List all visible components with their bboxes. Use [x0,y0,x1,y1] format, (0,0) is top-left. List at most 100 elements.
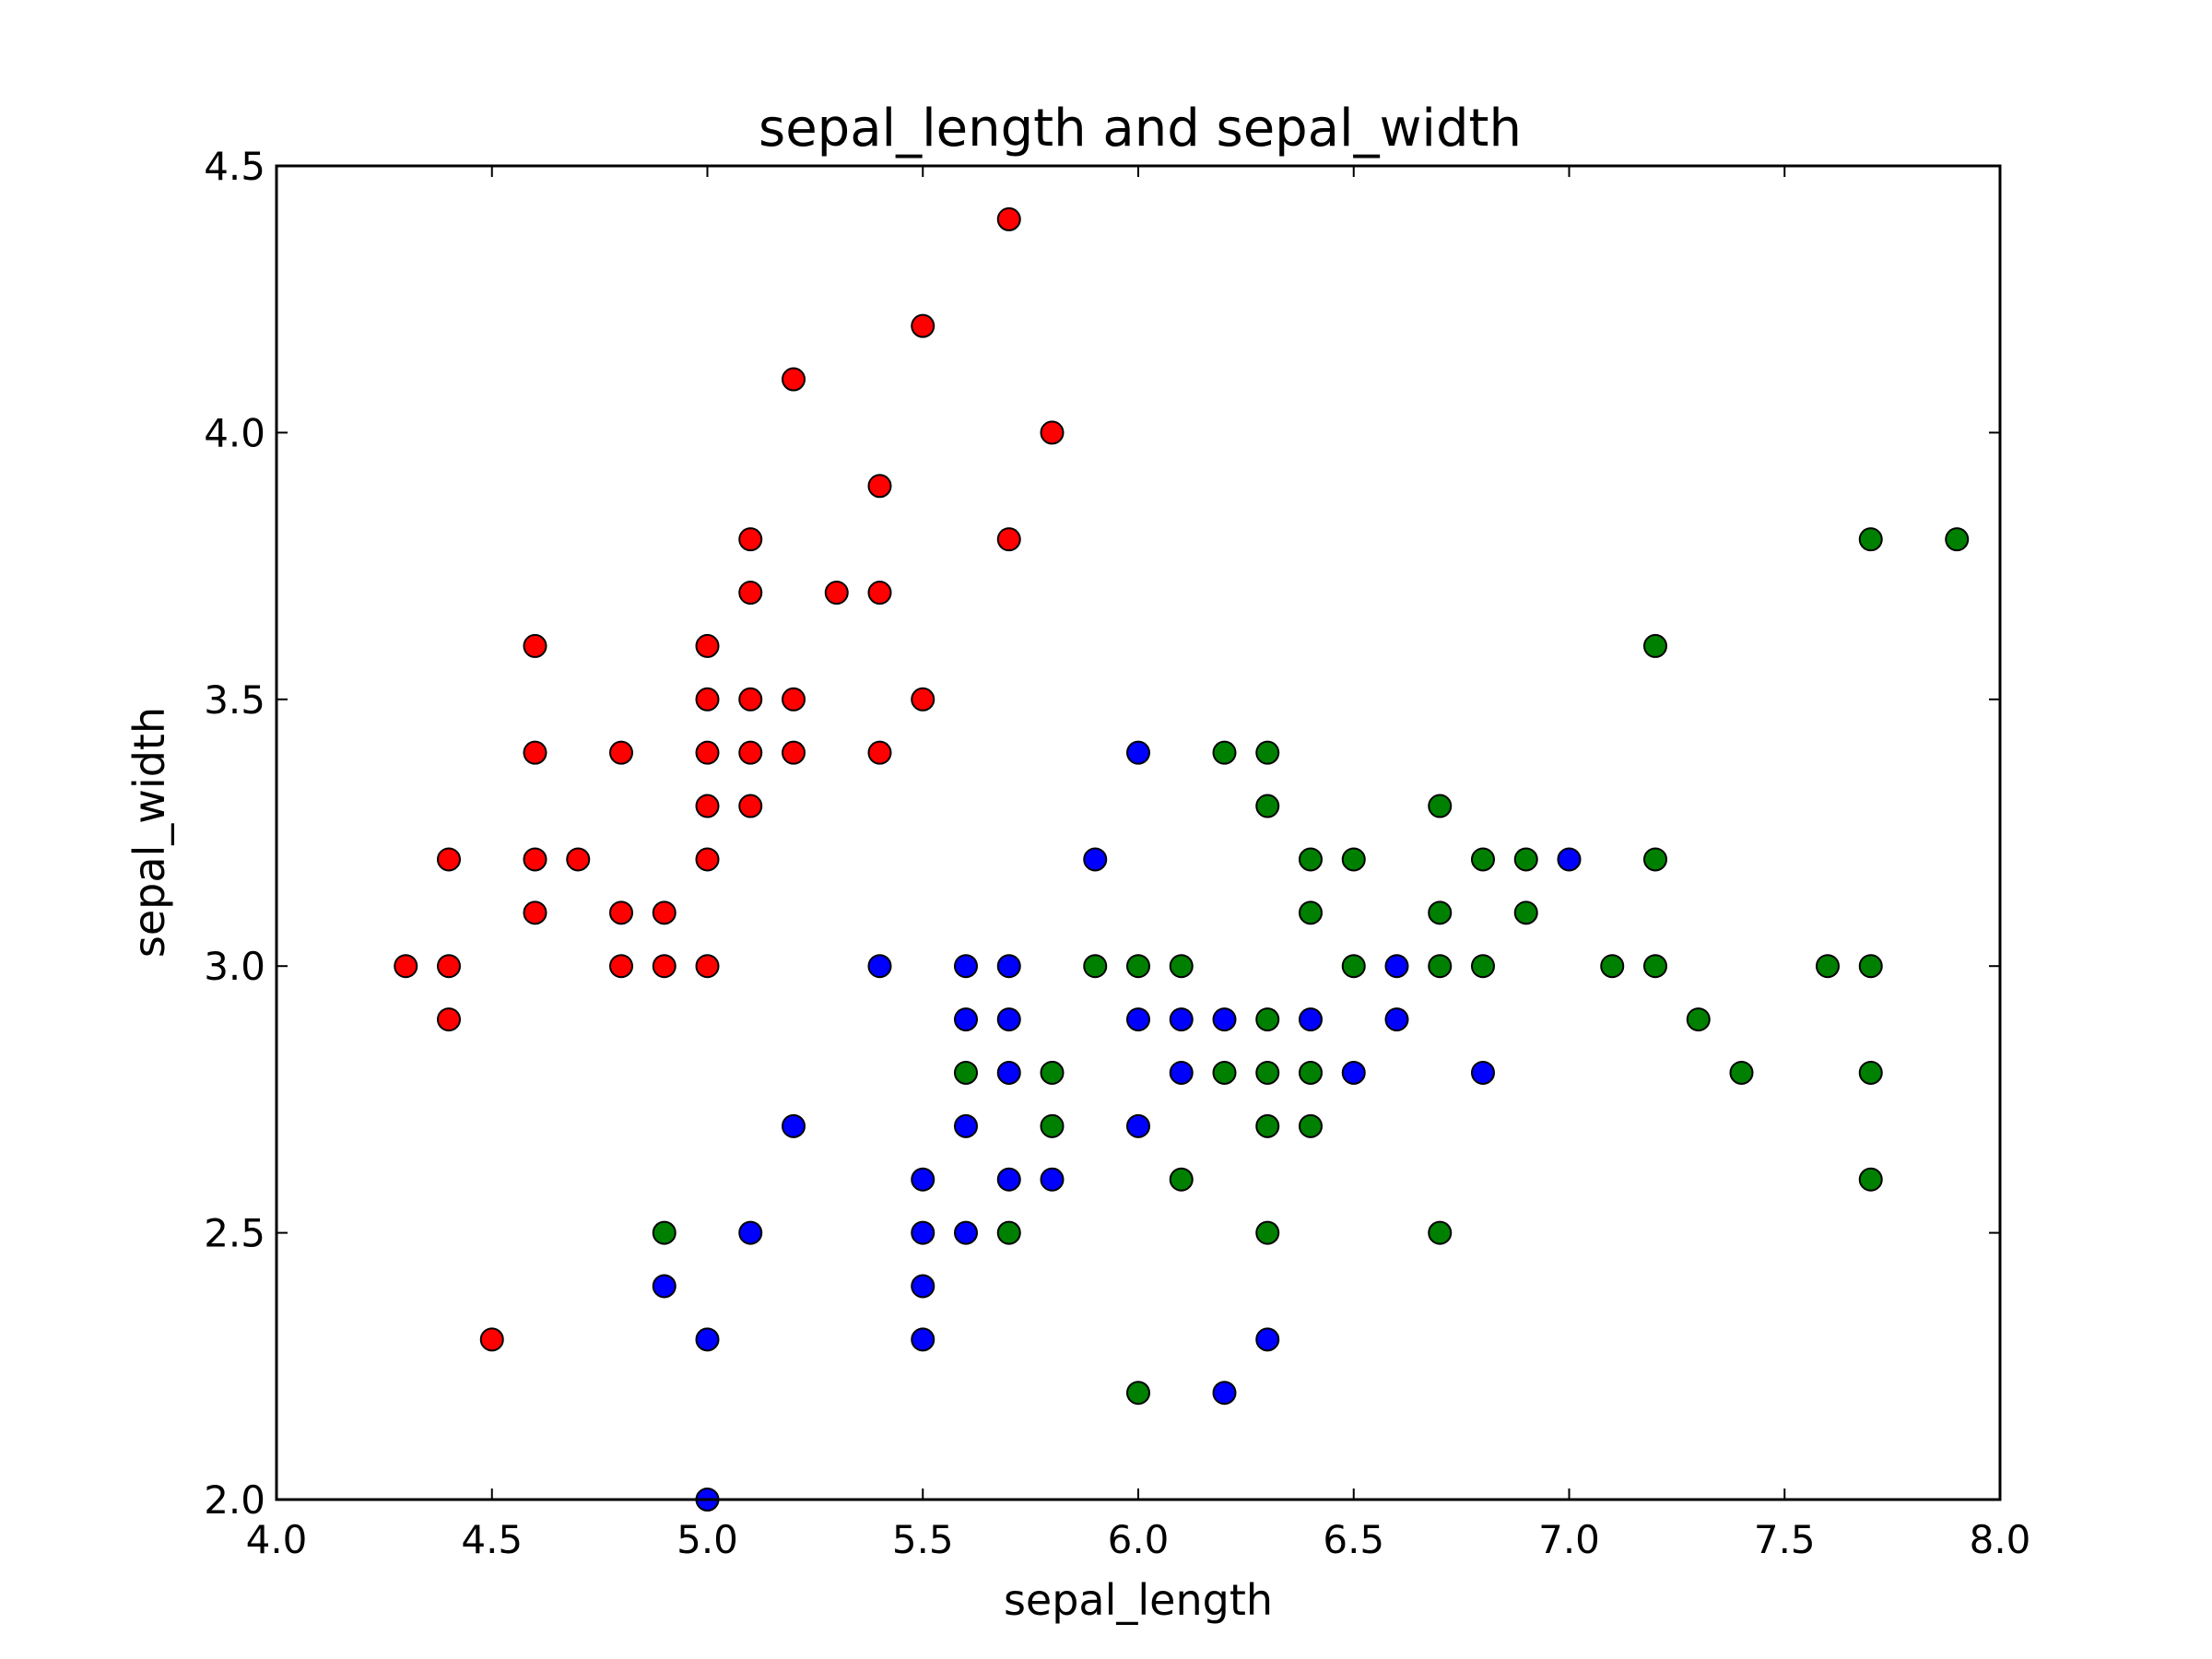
data-point [1428,954,1453,979]
data-point [437,1007,461,1032]
data-point [911,1274,935,1299]
data-point [1040,420,1065,445]
data-point [1858,527,1883,552]
data-point [1858,1167,1883,1192]
data-point [954,954,978,979]
data-point [911,1220,935,1245]
data-point [996,954,1021,979]
data-point [1729,1060,1754,1085]
y-tick-label: 4.5 [204,144,265,189]
data-point [523,740,547,765]
x-tick-label: 5.0 [677,1517,738,1562]
y-tick-label: 2.5 [204,1211,265,1256]
x-tick-label: 4.0 [246,1517,308,1562]
data-point [1471,954,1495,979]
data-point [1083,847,1108,872]
data-point [652,954,677,979]
data-point [911,1167,935,1192]
data-point [1557,847,1582,872]
data-point [911,313,935,338]
data-point [652,900,677,925]
data-point [695,687,720,712]
data-point [738,687,763,712]
data-point [1513,847,1538,872]
data-point [1299,1007,1323,1032]
data-point [1384,1007,1409,1032]
data-point [954,1113,978,1138]
data-point [824,581,849,606]
x-tick-label: 5.5 [892,1517,954,1562]
data-point [1255,740,1280,765]
data-point [1428,900,1453,925]
data-point [1126,1007,1150,1032]
x-tick-label: 8.0 [1970,1517,2031,1562]
data-point [1643,633,1667,658]
data-point [1126,1381,1150,1406]
data-point [1299,1060,1323,1085]
data-point [1169,1060,1194,1085]
data-point [479,1327,504,1352]
data-point [695,847,720,872]
data-point [996,1220,1021,1245]
data-point [1126,1113,1150,1138]
x-tick-label: 6.0 [1108,1517,1170,1562]
data-point [1169,954,1194,979]
x-tick-label: 4.5 [461,1517,523,1562]
data-point [394,954,418,979]
data-point [1126,740,1150,765]
data-point [954,1060,978,1085]
data-point [782,367,806,392]
x-tick-label: 7.5 [1754,1517,1816,1562]
data-point [954,1220,978,1245]
data-point [566,847,591,872]
data-point [1428,794,1453,818]
data-point [609,954,633,979]
data-point [1040,1167,1065,1192]
data-point [1255,1007,1280,1032]
y-tick-label: 4.0 [204,410,265,455]
data-point [1169,1007,1194,1032]
data-point [652,1220,677,1245]
data-point [911,1327,935,1352]
plot-frame [275,164,2002,1501]
data-point [1212,1381,1237,1406]
data-point [1299,847,1323,872]
y-axis-label: sepal_width [124,707,174,958]
data-point [695,740,720,765]
y-tick-label: 3.0 [204,944,265,989]
data-point [1600,954,1625,979]
data-point [695,954,720,979]
data-point [1341,954,1366,979]
data-point [1126,954,1150,979]
data-point [867,740,892,765]
data-point [437,847,461,872]
data-point [867,474,892,499]
y-tick-label: 2.0 [204,1477,265,1523]
data-points [394,206,1970,1512]
x-axis-label: sepal_length [1004,1575,1273,1625]
data-point [782,1113,806,1138]
x-tick-label: 7.0 [1538,1517,1600,1562]
data-point [652,1274,677,1299]
data-point [1858,954,1883,979]
data-point [1255,1060,1280,1085]
data-point [996,1007,1021,1032]
data-point [954,1007,978,1032]
data-point [911,687,935,712]
data-point [523,900,547,925]
data-point [996,527,1021,552]
data-point [1471,1060,1495,1085]
data-point [1255,1113,1280,1138]
data-point [738,794,763,818]
data-point [867,581,892,606]
data-point [1299,900,1323,925]
data-point [1643,954,1667,979]
data-point [437,954,461,979]
data-point [609,900,633,925]
data-point [1040,1113,1065,1138]
data-point [1341,847,1366,872]
data-point [1255,1220,1280,1245]
data-point [695,633,720,658]
